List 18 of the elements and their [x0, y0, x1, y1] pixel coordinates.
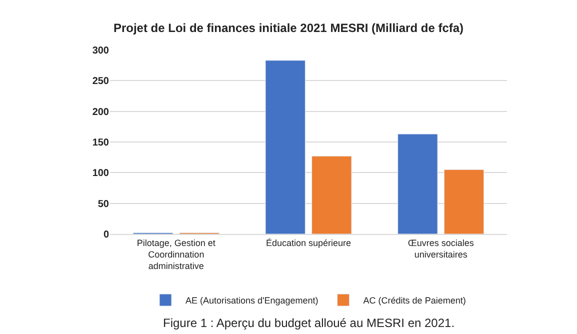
x-tick-label: Œuvres sociales universitaires — [408, 238, 474, 260]
chart-title: Projet de Loi de finances initiale 2021 MESRI (Milliard de fcfa) — [113, 20, 464, 35]
y-tick-label: 200 — [92, 106, 110, 118]
x-tick-label: Pilotage, Gestion et Coordinnation administrative — [136, 238, 216, 272]
bar — [444, 169, 484, 234]
bar — [312, 156, 352, 234]
y-tick-label: 50 — [98, 198, 110, 210]
legend-label: AC (Crédits de Paiement) — [363, 296, 466, 306]
y-tick-label: 300 — [92, 46, 110, 56]
y-tick-label: 250 — [92, 76, 110, 88]
y-tick-label: 150 — [92, 138, 110, 148]
bar — [398, 134, 438, 234]
caption: Figure 1 : Aperçu du budget alloué au MESRI en 2021. — [163, 316, 455, 330]
y-tick-label: 0 — [103, 230, 110, 240]
x-tick-label: Éducation supérieure — [266, 238, 352, 248]
legend-label: AE (Autorisations d'Engagement) — [186, 296, 318, 306]
bar — [265, 60, 306, 234]
y-tick-label: 100 — [92, 168, 110, 180]
